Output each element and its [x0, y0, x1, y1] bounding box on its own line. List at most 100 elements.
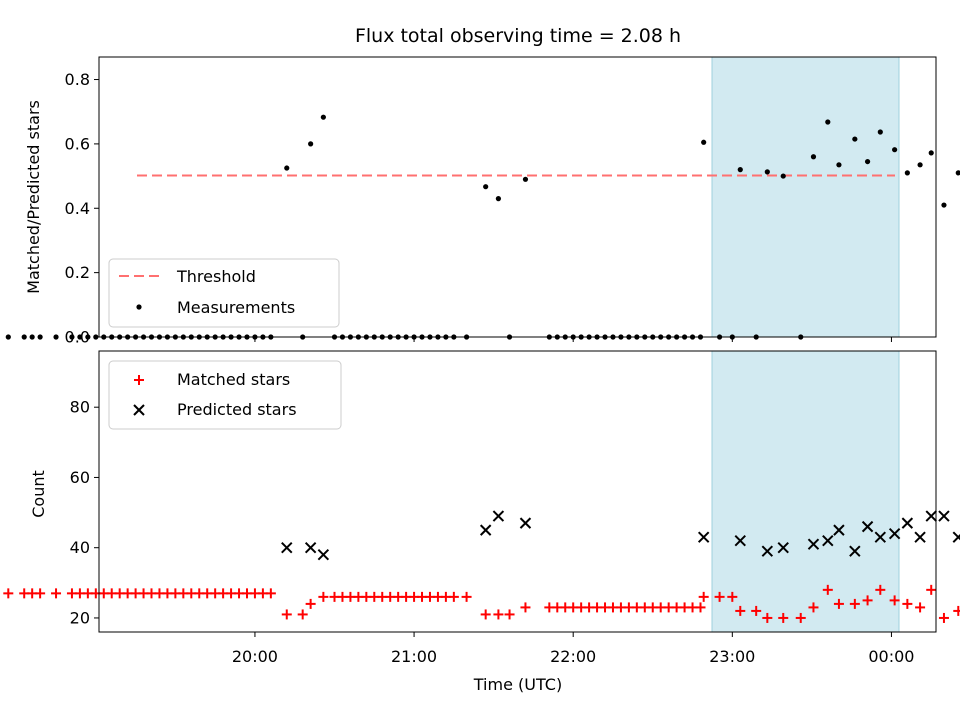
predicted-stars-point: [849, 545, 861, 557]
measurement-point: [825, 119, 831, 125]
measurement-point: [864, 158, 871, 165]
legend-measurements-swatch: [136, 304, 142, 310]
matched-stars-point: [461, 591, 472, 602]
measurement-point: [69, 334, 75, 340]
predicted-stars-point: [479, 524, 492, 536]
ratio-legend: Threshold Measurements: [108, 258, 340, 328]
legend-measurements-label: Measurements: [177, 298, 295, 317]
measurement-point: [37, 334, 43, 340]
legend-predicted-label: Predicted stars: [177, 400, 297, 419]
measurement-point: [495, 196, 502, 202]
x-tick-label: 22:00: [550, 647, 596, 666]
matched-stars-point: [862, 595, 873, 606]
matched-stars-point: [520, 602, 531, 613]
measurement-point: [836, 162, 842, 168]
matched-stars-point: [504, 609, 515, 620]
x-tick-label: 23:00: [709, 647, 755, 666]
matched-stars-point: [953, 605, 960, 616]
ratio-y-axis: 0.0 0.2 0.4 0.6 0.8: [65, 70, 99, 347]
predicted-stars-point: [938, 510, 950, 522]
matched-stars-point: [35, 588, 46, 599]
predicted-stars-point: [822, 534, 834, 547]
measurement-point: [904, 170, 910, 176]
measurement-point: [955, 170, 960, 176]
y-tick-label: 60: [70, 468, 90, 487]
measurement-point: [5, 334, 11, 340]
count-y-axis: 20 40 60 80: [70, 398, 99, 627]
predicted-stars-point: [697, 531, 710, 543]
y-tick-label: 80: [70, 398, 90, 417]
predicted-stars-point: [777, 541, 789, 554]
y-tick-label: 20: [70, 608, 90, 627]
count-x-axis: 20:0021:0022:0023:0000:0001:0002:0003:00…: [232, 632, 914, 666]
predicted-stars-point: [734, 534, 746, 547]
matched-stars-point: [938, 612, 949, 623]
predicted-stars-point: [925, 510, 937, 522]
count-plot-frame: [98, 350, 937, 633]
matched-stars-point: [778, 612, 789, 623]
measurement-point: [701, 139, 707, 145]
ratio-plot-frame: [98, 56, 937, 338]
matched-stars-point: [281, 609, 292, 620]
matched-stars-point: [51, 588, 62, 599]
measurement-point: [764, 169, 770, 175]
measurement-point: [892, 147, 898, 153]
matched-stars-point: [448, 591, 459, 602]
matched-stars-point: [695, 602, 706, 613]
matched-stars-point: [915, 602, 926, 613]
predicted-stars-point: [807, 538, 820, 550]
predicted-stars-point: [492, 510, 505, 522]
matched-stars-point: [480, 609, 491, 620]
y-tick-label: 40: [70, 538, 90, 557]
measurement-point: [308, 141, 314, 147]
matched-stars-point: [849, 598, 860, 609]
x-tick-label: 00:00: [868, 647, 914, 666]
matched-stars-point: [305, 598, 316, 609]
matched-stars-point: [762, 612, 773, 623]
y-tick-label: 0.6: [65, 134, 90, 153]
y-tick-label: 0.0: [65, 328, 90, 347]
legend-matched-label: Matched stars: [177, 370, 290, 389]
matched-stars-point: [795, 612, 806, 623]
predicted-stars-point: [761, 545, 774, 557]
predicted-stars-point: [914, 531, 926, 543]
count-points: [3, 510, 960, 623]
measurement-point: [522, 176, 529, 182]
measurement-point: [852, 136, 858, 142]
matched-stars-point: [926, 584, 937, 595]
measurement-point: [29, 334, 35, 340]
measurement-point: [737, 167, 743, 173]
predicted-stars-point: [901, 517, 914, 529]
predicted-stars-point: [519, 517, 532, 529]
matched-stars-point: [3, 588, 14, 599]
measurement-point: [877, 129, 883, 135]
matched-stars-point: [727, 591, 738, 602]
matched-stars-point: [902, 598, 913, 609]
predicted-stars-point: [833, 524, 845, 536]
ratio-y-axis-label: Matched/Predicted stars: [24, 100, 43, 294]
x-tick-label: 20:00: [232, 647, 278, 666]
measurement-point: [53, 334, 59, 340]
matched-stars-point: [833, 598, 844, 609]
ratio-x-axis: [254, 337, 892, 342]
measurement-point: [917, 162, 923, 168]
chart-title: Flux total observing time = 2.08 h: [355, 25, 681, 47]
measurement-point: [85, 334, 91, 340]
measurement-point: [284, 165, 290, 171]
predicted-stars-point: [281, 541, 293, 554]
legend-predicted-swatch: [133, 404, 145, 416]
predicted-stars-point: [952, 531, 960, 543]
x-axis-label: Time (UTC): [473, 675, 562, 694]
predicted-stars-point: [304, 541, 317, 554]
count-legend: Matched stars Predicted stars: [108, 360, 342, 430]
y-tick-label: 0.4: [65, 199, 90, 218]
predicted-stars-point: [861, 520, 874, 533]
y-tick-label: 0.8: [65, 70, 90, 89]
matched-stars-point: [751, 605, 762, 616]
matched-stars-point: [822, 584, 833, 595]
ratio-panel: 0.00.20.40.60.8 Matched/Predicted stars …: [5, 56, 960, 347]
matched-stars-point: [297, 609, 308, 620]
count-y-axis-label: Count: [29, 470, 48, 518]
